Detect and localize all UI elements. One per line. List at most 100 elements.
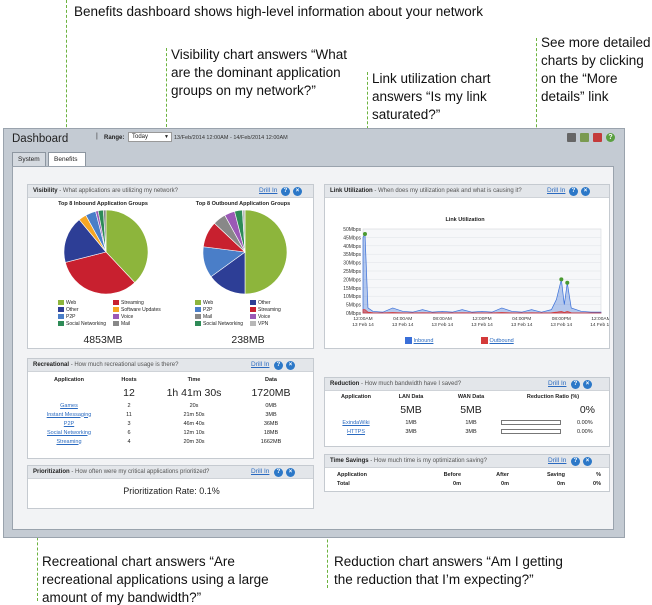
x-tick-label: 13 Feb 14 bbox=[392, 322, 414, 328]
hosts-cell: 11 bbox=[126, 411, 132, 418]
pie-slice-vpn bbox=[242, 209, 246, 253]
legend-label: Other bbox=[66, 307, 79, 313]
reduction-drill-in-link[interactable]: Drill In bbox=[548, 380, 567, 387]
x-tick-label: 13 Feb 14 bbox=[432, 322, 454, 328]
app-link[interactable]: ExindaWiki bbox=[342, 419, 370, 426]
visibility-drill-in-link[interactable]: Drill In bbox=[259, 187, 278, 194]
y-tick-label: 35Mbps bbox=[343, 252, 361, 258]
legend-label: Mail bbox=[121, 321, 131, 327]
legend-item: Voice bbox=[113, 313, 133, 321]
pie-slice-mail bbox=[103, 209, 107, 253]
y-tick-label: 0Mbps bbox=[346, 311, 362, 317]
table-header-row: Application Before After Saving % bbox=[331, 470, 605, 479]
recreational-help-icon[interactable]: ? bbox=[274, 361, 283, 370]
outbound-checkbox[interactable] bbox=[481, 337, 488, 344]
tab-benefits[interactable]: Benefits bbox=[48, 152, 86, 167]
time-cell: 20m 30s bbox=[183, 438, 205, 445]
prioritization-help-icon[interactable]: ? bbox=[274, 468, 283, 477]
y-tick-label: 40Mbps bbox=[343, 244, 361, 250]
y-tick-label: 15Mbps bbox=[343, 286, 361, 292]
lan-cell: 1MB bbox=[405, 419, 417, 426]
app-link[interactable]: Social Networking bbox=[46, 429, 92, 436]
legend-item: Streaming bbox=[113, 299, 144, 307]
legend-label: Mail bbox=[203, 314, 213, 320]
app-link[interactable]: P2P bbox=[63, 420, 75, 427]
range-select[interactable]: Today ▼ bbox=[128, 132, 172, 142]
legend-swatch bbox=[113, 300, 119, 306]
visibility-header: Visibility - What applications are utili… bbox=[28, 185, 313, 198]
legend-item: Mail bbox=[195, 313, 212, 321]
time-savings-close-icon[interactable]: × bbox=[583, 457, 592, 466]
reduction-header: Reduction - How much bandwidth have I sa… bbox=[325, 378, 609, 391]
legend-swatch bbox=[250, 307, 256, 313]
help-icon[interactable]: ? bbox=[606, 133, 615, 142]
hosts-cell: 6 bbox=[127, 429, 131, 436]
reduction-help-icon[interactable]: ? bbox=[571, 380, 580, 389]
visibility-close-icon[interactable]: × bbox=[293, 187, 302, 196]
inbound-checkbox[interactable] bbox=[405, 337, 412, 344]
reduction-close-icon[interactable]: × bbox=[583, 380, 592, 389]
x-tick-label: 08:00PM bbox=[552, 316, 571, 322]
export-icon[interactable] bbox=[580, 133, 589, 142]
column-header: Application bbox=[337, 471, 367, 478]
peak-marker bbox=[559, 277, 564, 282]
x-tick-label: 13 Feb 14 bbox=[471, 322, 493, 328]
column-header: Time bbox=[187, 376, 201, 383]
legend-swatch bbox=[58, 321, 64, 327]
y-tick-label: 30Mbps bbox=[343, 261, 361, 267]
inbound-series-area bbox=[362, 232, 602, 314]
table-row: Social Networking 6 12m 10s 18MB bbox=[34, 428, 308, 437]
app-link[interactable]: Streaming bbox=[56, 438, 82, 445]
app-link[interactable]: Instant Messaging bbox=[46, 411, 92, 418]
recreational-close-icon[interactable]: × bbox=[286, 361, 295, 370]
total-percent: 0% bbox=[593, 480, 601, 487]
app-link[interactable]: Games bbox=[60, 402, 78, 409]
print-icon[interactable] bbox=[567, 133, 576, 142]
link-drill-in-link[interactable]: Drill In bbox=[547, 187, 566, 194]
link-help-icon[interactable]: ? bbox=[569, 187, 578, 196]
app-link[interactable]: HTTPS bbox=[346, 428, 366, 435]
time-savings-title: Time Savings bbox=[330, 458, 369, 464]
data-cell: 36MB bbox=[263, 420, 279, 427]
callout-visibility: Visibility chart answers “What are the d… bbox=[171, 47, 348, 98]
callout-recreational: Recreational chart answers “Are recreati… bbox=[42, 554, 269, 605]
totals-row: Total 0m 0m 0m 0% bbox=[331, 479, 605, 488]
prioritization-drill-in-link[interactable]: Drill In bbox=[251, 468, 270, 475]
table-row: Streaming 4 20m 30s 1662MB bbox=[34, 437, 308, 446]
totals-row: 12 1h 41m 30s 1720MB bbox=[34, 384, 308, 401]
totals-row: 5MB 5MB 0% bbox=[331, 401, 605, 418]
legend-swatch bbox=[195, 321, 201, 327]
table-row: P2P 3 46m 40s 36MB bbox=[34, 419, 308, 428]
hosts-cell: 2 bbox=[127, 402, 131, 409]
time-savings-header: Time Savings - How much time is my optim… bbox=[325, 455, 609, 468]
legend-label: VPN bbox=[258, 321, 269, 327]
x-tick-label: 12:00PM bbox=[472, 316, 491, 322]
legend-label: Voice bbox=[121, 314, 134, 320]
tab-system[interactable]: System bbox=[12, 152, 46, 166]
callout-more-details: See more detailed charts by clicking on … bbox=[541, 35, 651, 104]
time-savings-help-icon[interactable]: ? bbox=[571, 457, 580, 466]
legend-label: Web bbox=[66, 300, 77, 306]
prioritization-subtitle: - How often were my critical application… bbox=[71, 469, 210, 475]
visibility-help-icon[interactable]: ? bbox=[281, 187, 290, 196]
legend-swatch bbox=[195, 300, 201, 306]
time-savings-subtitle: - How much time is my optimization savin… bbox=[370, 458, 487, 464]
y-tick-label: 50Mbps bbox=[343, 227, 361, 233]
pdf-icon[interactable] bbox=[593, 133, 602, 142]
legend-label: Streaming bbox=[258, 307, 281, 313]
outbound-legend-label[interactable]: Outbound bbox=[489, 337, 514, 344]
legend-label: Other bbox=[258, 300, 271, 306]
legend-swatch bbox=[58, 300, 64, 306]
recreational-drill-in-link[interactable]: Drill In bbox=[251, 361, 270, 368]
total-saving: 0m bbox=[557, 480, 565, 487]
hosts-cell: 4 bbox=[127, 438, 131, 445]
inbound-legend-label[interactable]: Inbound bbox=[413, 337, 434, 344]
legend-swatch bbox=[250, 314, 256, 320]
range-label: Range: bbox=[104, 135, 125, 141]
link-close-icon[interactable]: × bbox=[581, 187, 590, 196]
time-savings-drill-in-link[interactable]: Drill In bbox=[548, 457, 567, 464]
recreational-title: Recreational bbox=[33, 362, 70, 368]
legend-item: Social Networking bbox=[58, 320, 106, 328]
prioritization-close-icon[interactable]: × bbox=[286, 468, 295, 477]
page-title: Dashboard bbox=[12, 133, 69, 145]
